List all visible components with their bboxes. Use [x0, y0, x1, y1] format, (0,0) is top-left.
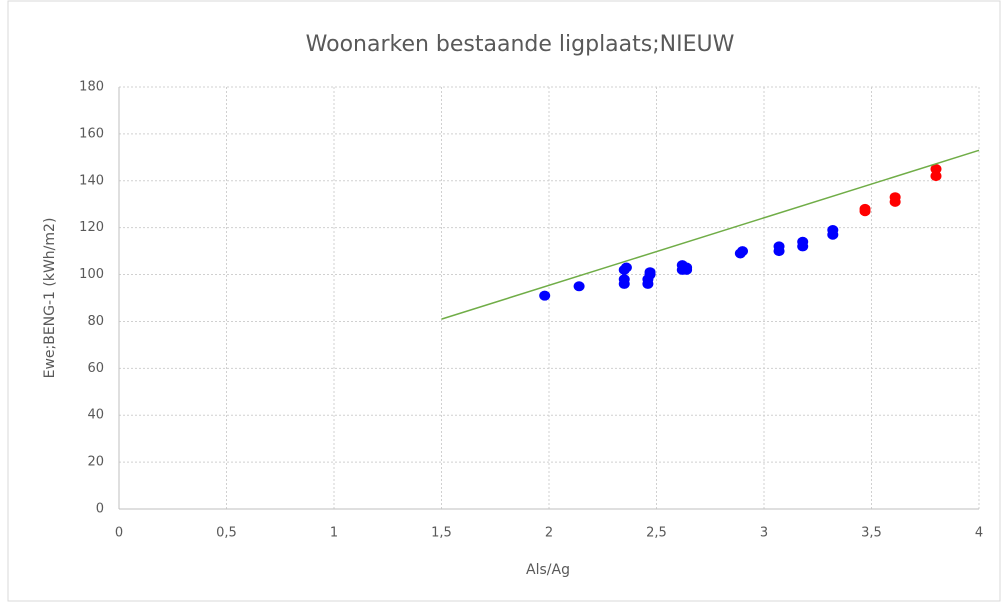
data-point [539, 290, 551, 301]
trend-line [441, 149, 980, 320]
x-tick-label: 2 [545, 526, 553, 541]
x-tick-label: 0 [115, 526, 123, 541]
data-point [573, 281, 585, 292]
x-tick-label: 1,5 [431, 526, 452, 541]
y-tick-label: 120 [79, 220, 104, 235]
y-tick-label: 40 [87, 408, 104, 423]
x-tick-label: 0,5 [216, 526, 237, 541]
data-point [644, 267, 656, 278]
data-point [889, 192, 901, 203]
chart-title: Woonarken bestaande ligplaats;NIEUW [306, 32, 735, 57]
data-point [618, 274, 630, 285]
y-tick-label: 140 [79, 173, 104, 188]
y-tick-label: 160 [79, 126, 104, 141]
y-tick-label: 0 [96, 502, 104, 517]
data-point [620, 262, 632, 273]
x-tick-label: 3 [760, 526, 768, 541]
x-axis-label: Als/Ag [526, 562, 570, 578]
data-point [681, 264, 693, 275]
y-tick-label: 60 [87, 361, 104, 376]
x-tick-label: 2,5 [646, 526, 667, 541]
x-tick-label: 4 [975, 526, 983, 541]
y-tick-label: 100 [79, 267, 104, 282]
y-tick-label: 180 [79, 80, 104, 95]
data-point [797, 236, 809, 247]
x-tick-label: 1 [330, 526, 338, 541]
y-tick-label: 80 [87, 314, 104, 329]
data-point [930, 171, 942, 182]
chart-frame [7, 0, 1001, 602]
data-point [827, 225, 839, 236]
data-point [930, 164, 942, 175]
data-point [737, 246, 748, 257]
data-point [859, 203, 871, 214]
x-tick-label: 3,5 [861, 526, 882, 541]
y-axis-label: Ewe;BENG-1 (kWh/m2) [42, 218, 58, 379]
y-tick-label: 20 [87, 455, 104, 470]
data-point [773, 241, 785, 252]
